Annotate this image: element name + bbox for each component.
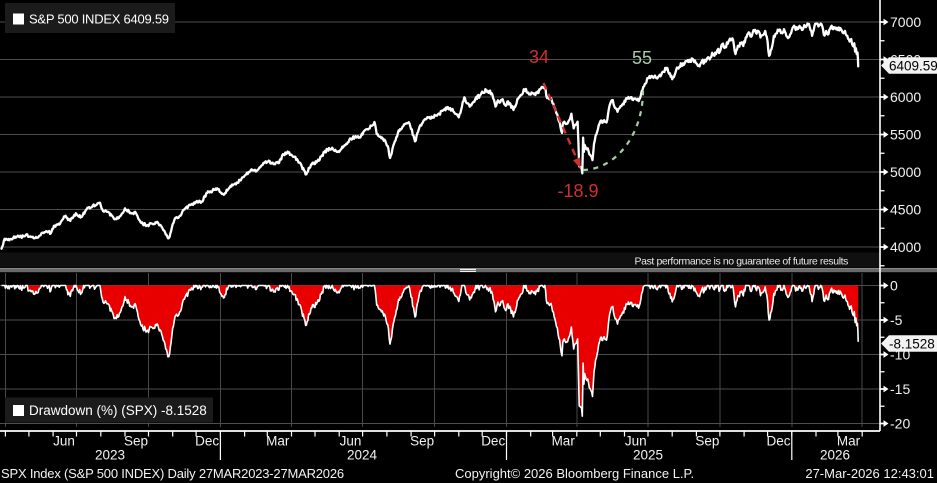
svg-text:Mar: Mar — [266, 434, 290, 449]
svg-text:Dec: Dec — [766, 434, 790, 449]
svg-text:4000: 4000 — [890, 239, 921, 255]
svg-text:Dec: Dec — [195, 434, 219, 449]
svg-text:Sep: Sep — [695, 434, 719, 449]
svg-text:0: 0 — [890, 278, 898, 294]
svg-text:2023: 2023 — [95, 448, 125, 463]
svg-text:6409.59: 6409.59 — [889, 58, 937, 73]
svg-text:Sep: Sep — [124, 434, 148, 449]
svg-text:Jun: Jun — [625, 434, 647, 449]
svg-text:55: 55 — [632, 48, 652, 68]
svg-text:6000: 6000 — [890, 89, 921, 105]
svg-text:-18.9: -18.9 — [557, 181, 598, 201]
svg-text:27-Mar-2026 12:43:01: 27-Mar-2026 12:43:01 — [805, 466, 934, 481]
svg-text:34: 34 — [529, 47, 549, 67]
svg-text:4500: 4500 — [890, 202, 921, 218]
svg-text:-5: -5 — [890, 312, 903, 328]
svg-text:2025: 2025 — [633, 448, 663, 463]
svg-text:-20: -20 — [890, 416, 910, 432]
svg-text:S&P 500 INDEX 6409.59: S&P 500 INDEX 6409.59 — [29, 12, 169, 27]
svg-text:SPX Index (S&P 500 INDEX) Dail: SPX Index (S&P 500 INDEX) Daily 27MAR202… — [1, 466, 344, 481]
svg-text:Copyright© 2026 Bloomberg Fina: Copyright© 2026 Bloomberg Finance L.P. — [455, 466, 694, 481]
svg-text:-8.1528: -8.1528 — [889, 336, 935, 351]
svg-text:Sep: Sep — [410, 434, 434, 449]
svg-text:Past performance is no guarant: Past performance is no guarantee of futu… — [635, 256, 849, 268]
svg-text:2024: 2024 — [347, 448, 378, 463]
svg-text:5500: 5500 — [890, 127, 921, 143]
svg-text:Dec: Dec — [481, 434, 505, 449]
svg-text:2026: 2026 — [820, 448, 850, 463]
svg-text:Drawdown (%) (SPX) -8.1528: Drawdown (%) (SPX) -8.1528 — [29, 403, 207, 418]
svg-text:7000: 7000 — [890, 14, 921, 30]
svg-text:-15: -15 — [890, 381, 910, 397]
svg-text:Jun: Jun — [53, 434, 75, 449]
svg-text:Jun: Jun — [340, 434, 362, 449]
svg-text:Mar: Mar — [837, 434, 861, 449]
svg-text:5000: 5000 — [890, 164, 921, 180]
svg-text:Mar: Mar — [552, 434, 576, 449]
